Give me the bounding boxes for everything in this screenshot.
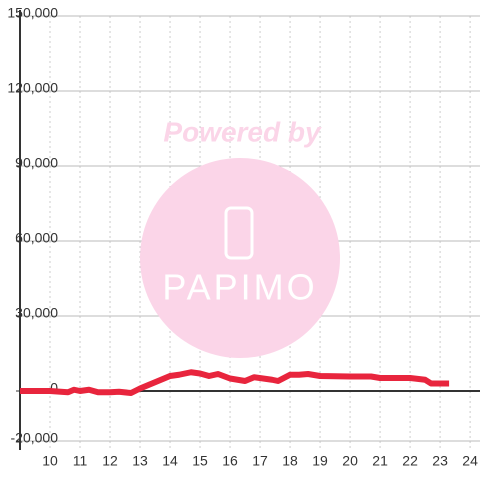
x-tick-label: 15 xyxy=(192,453,208,469)
y-tick-label: 30,000 xyxy=(15,305,58,321)
y-tick-label: -20,000 xyxy=(11,430,59,446)
x-tick-label: 16 xyxy=(222,453,238,469)
data-line xyxy=(20,369,450,396)
watermark: Powered by PAPIMO xyxy=(140,116,340,358)
y-tick-label: 60,000 xyxy=(15,230,58,246)
y-tick-label: 0 xyxy=(50,380,58,396)
watermark-text: Powered by xyxy=(163,116,322,147)
x-tick-label: 20 xyxy=(342,453,358,469)
x-tick-label: 12 xyxy=(102,453,118,469)
x-tick-label: 11 xyxy=(73,453,88,469)
x-tick-label: 14 xyxy=(162,453,178,469)
x-tick-label: 22 xyxy=(402,453,418,469)
x-tick-label: 21 xyxy=(372,453,388,469)
x-tick-label: 18 xyxy=(282,453,298,469)
watermark-phone xyxy=(224,206,254,260)
plot: 10 11 12 13 14 15 16 17 18 19 20 21 22 23 24 -20,000 0 30… xyxy=(7,5,480,469)
y-tick-label: 150,000 xyxy=(7,5,58,21)
x-tick-label: 19 xyxy=(312,453,328,469)
x-tick-label: 23 xyxy=(432,453,448,469)
x-tick-label: 10 xyxy=(42,453,58,469)
y-tick-label: 90,000 xyxy=(15,155,58,171)
y-tick-label: 120,000 xyxy=(7,80,58,96)
x-tick-label: 17 xyxy=(252,453,268,469)
x-tick-label: 13 xyxy=(132,453,148,469)
x-tick-label: 24 xyxy=(462,453,478,469)
watermark-logo: PAPIMO xyxy=(162,267,317,308)
